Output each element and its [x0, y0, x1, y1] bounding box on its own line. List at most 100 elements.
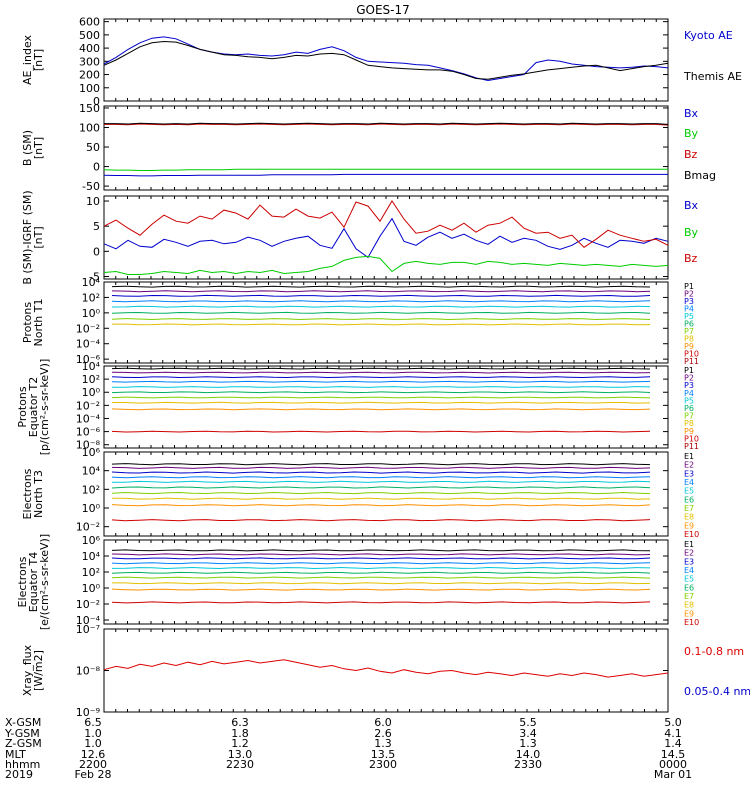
series-line-themis-ae	[103, 40, 669, 80]
legend-e2: E2	[684, 461, 694, 470]
series-line-e7	[111, 576, 651, 579]
panel-frame	[103, 105, 669, 191]
ytick-label: 10⁻²	[76, 322, 100, 335]
ephem-row-label: X-GSM	[5, 716, 41, 729]
legend-e7: E7	[684, 504, 694, 513]
series-line-p7	[111, 396, 651, 399]
ytick-label: 100	[79, 82, 100, 95]
series-line-e10	[111, 601, 651, 604]
ytick-label: 400	[79, 42, 100, 55]
y-axis-label: Protons	[16, 386, 29, 427]
series-line-p8	[112, 323, 651, 326]
series-line-e9	[111, 588, 651, 591]
series-line-by	[103, 255, 669, 275]
panel-frame	[103, 195, 669, 280]
ytick-label: 10⁻⁴	[76, 338, 101, 351]
series-line-bz	[104, 123, 669, 126]
y-axis-label: [nT]	[32, 137, 45, 159]
legend-p3: P3	[684, 381, 694, 390]
series-line-e1	[111, 463, 651, 466]
series-line-kyoto-ae	[103, 36, 669, 82]
legend-by: By	[684, 127, 699, 140]
panel-frame	[103, 365, 669, 449]
y-axis-label: B (SM)-IGRF (SM)	[21, 190, 34, 284]
ephem-value: 1.0	[84, 727, 102, 740]
ytick-label: 10⁻⁸	[76, 665, 101, 678]
ytick-label: 10⁻⁶	[76, 353, 101, 366]
series-line-e2	[111, 466, 651, 469]
series-line-e7	[111, 491, 651, 495]
legend-0-1-0-8-nm: 0.1-0.8 nm	[684, 645, 744, 658]
ephem-value: 0000	[659, 758, 687, 771]
ytick-label: 10⁻⁴	[76, 412, 101, 425]
ytick-label: 10⁻²	[76, 521, 100, 534]
ytick-label: 10⁶	[82, 534, 101, 547]
legend-p9: P9	[684, 342, 694, 351]
legend-p5: P5	[684, 396, 694, 405]
legend-e9: E9	[684, 609, 694, 618]
ephem-value: 1.4	[664, 737, 682, 750]
ytick-label: 10²	[82, 373, 100, 386]
legend-p4: P4	[684, 305, 694, 314]
legend-p11: P11	[684, 357, 699, 366]
legend-p4: P4	[684, 389, 694, 398]
panel-frame	[103, 281, 669, 364]
ytick-label: 10⁶	[82, 446, 101, 459]
ephem-value: 4.1	[664, 727, 682, 740]
y-axis-label: Xray_flux	[21, 644, 34, 696]
series-line-p7	[111, 318, 651, 321]
series-line-p10	[111, 430, 651, 433]
y-axis-label: Protons	[21, 302, 34, 343]
ephem-value: 6.5	[84, 716, 102, 729]
ephem-value: 3.4	[519, 727, 537, 740]
legend-p6: P6	[684, 404, 694, 413]
legend-e6: E6	[684, 495, 694, 504]
series-line-e2	[111, 553, 651, 556]
panel-8: 10⁻⁷ 10⁻⁸ 10⁻⁹ Xray_flux[W/m2] 0.1-0.8 nm 0.0…	[21, 623, 750, 719]
panel-2: 150 100 50 0 -50 B (SM)[nT] Bx By Bz Bmag	[21, 102, 716, 193]
ytick-label: 150	[79, 102, 100, 115]
ephem-value: 6.0	[374, 716, 392, 729]
legend-e10: E10	[684, 530, 699, 539]
ytick-label: 10⁰	[82, 582, 101, 595]
y-axis-label: Electrons	[16, 556, 29, 607]
series-line-p5	[111, 305, 651, 308]
series-line-bx	[103, 173, 668, 177]
ephem-value: 2200	[79, 758, 107, 771]
y-axis-label: B (SM)	[21, 130, 34, 166]
ytick-label: 100	[79, 121, 100, 134]
series-line-p4	[111, 380, 651, 383]
ytick-label: -5	[89, 270, 100, 283]
legend-p1: P1	[684, 282, 694, 291]
ytick-label: 300	[79, 55, 100, 68]
ephem-value: 2330	[514, 758, 542, 771]
legend-kyoto-ae: Kyoto AE	[684, 29, 733, 42]
series-line-p8	[112, 401, 651, 404]
ytick-label: 0	[93, 245, 100, 258]
ytick-label: 10	[86, 195, 100, 208]
ephem-value: 1.2	[231, 737, 249, 750]
legend-e5: E5	[684, 575, 694, 584]
legend-e1: E1	[684, 452, 694, 461]
ephem-value: 1.8	[231, 727, 249, 740]
legend-p6: P6	[684, 320, 694, 329]
ytick-label: 10⁻⁹	[76, 706, 100, 719]
y-axis-label: Electrons	[21, 468, 34, 519]
series-line-e5	[111, 566, 651, 570]
ytick-label: 10²	[82, 483, 100, 496]
ephem-value: 14.5	[661, 748, 686, 761]
ytick-label: 10⁴	[82, 465, 101, 478]
ytick-label: 200	[79, 69, 100, 82]
ytick-label: -50	[82, 180, 100, 193]
ephem-value: 14.0	[516, 748, 541, 761]
ytick-label: 10⁻⁴	[76, 614, 101, 627]
series-line-e3	[111, 557, 651, 560]
ephem-value: 2300	[369, 758, 397, 771]
legend-e6: E6	[684, 583, 694, 592]
ytick-label: 500	[79, 29, 100, 42]
ytick-label: 10⁰	[82, 307, 101, 320]
legend-bmag: Bmag	[684, 169, 716, 182]
